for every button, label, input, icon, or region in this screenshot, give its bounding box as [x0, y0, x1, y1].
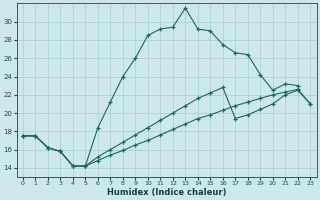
X-axis label: Humidex (Indice chaleur): Humidex (Indice chaleur) — [107, 188, 226, 197]
